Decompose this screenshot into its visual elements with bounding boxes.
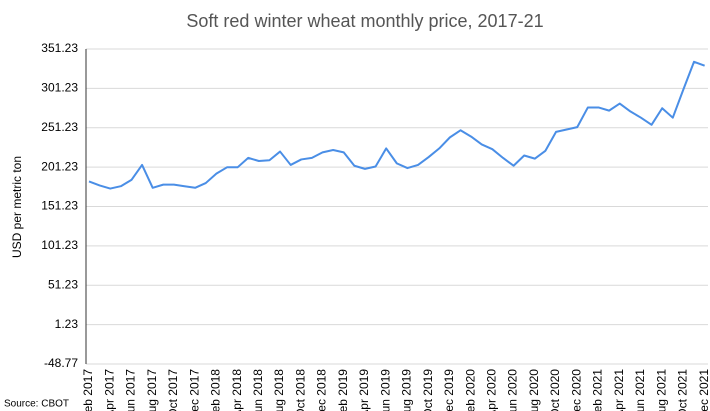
x-tick-label: Feb 2021 [591,369,605,411]
x-tick-label: Oct 2020 [548,369,562,411]
x-tick-label: Jun 2021 [633,369,647,411]
x-tick-label: Jun 2017 [124,369,138,411]
y-tick-label: -48.77 [44,356,78,370]
y-tick-label: 51.23 [48,277,78,291]
x-tick-label: Apr 2021 [612,369,626,411]
x-tick-label: Oct 2018 [293,369,307,411]
source-note: Source: CBOT [4,399,69,410]
y-tick-label: 351.23 [41,41,78,55]
x-tick-label: Jun 2018 [251,369,265,411]
data-line [88,60,705,190]
x-tick-label: Jun 2019 [378,369,392,411]
x-tick-label: Feb 2017 [81,369,95,411]
x-tick-label: Apr 2020 [485,369,499,411]
x-tick-label: Dec 2021 [697,369,710,411]
x-tick-label: Feb 2020 [463,369,477,411]
x-tick-label: Oct 2017 [166,369,180,411]
x-tick-label: Apr 2017 [102,369,116,411]
x-tick-label: Dec 2017 [187,369,201,411]
x-tick-label: Dec 2020 [569,369,583,411]
chart-title: Soft red winter wheat monthly price, 201… [186,11,543,31]
y-axis-label: USD per metric ton [10,156,24,258]
x-tick-label: Dec 2019 [442,369,456,411]
y-tick-label: 251.23 [41,120,78,134]
y-tick-label: 301.23 [41,81,78,95]
y-tick-label: 1.23 [55,317,79,331]
x-tick-label: Oct 2021 [676,369,690,411]
x-tick-label: Aug 2020 [527,369,541,411]
x-tick-label: Jun 2020 [506,369,520,411]
x-tick-label: Aug 2019 [400,369,414,411]
x-tick-label: Oct 2019 [421,369,435,411]
y-tick-label: 151.23 [41,199,78,213]
x-tick-label: Apr 2019 [357,369,371,411]
x-tick-label: Aug 2018 [272,369,286,411]
x-tick-label: Apr 2018 [230,369,244,411]
x-tick-label: Dec 2018 [315,369,329,411]
y-tick-label: 101.23 [41,238,78,252]
x-tick-label: Feb 2018 [209,369,223,411]
x-tick-label: Aug 2021 [654,369,668,411]
x-tick-label: Aug 2017 [145,369,159,411]
y-tick-label: 201.23 [41,159,78,173]
x-tick-label: Feb 2019 [336,369,350,411]
